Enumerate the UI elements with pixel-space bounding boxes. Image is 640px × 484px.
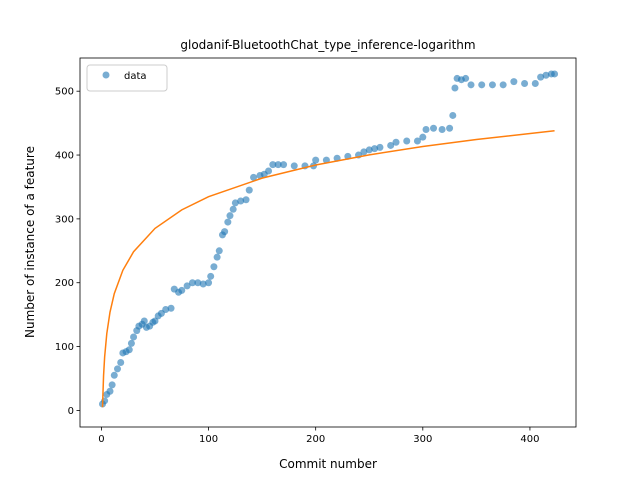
- data-point: [231, 199, 239, 207]
- x-tick-label: 100: [199, 434, 218, 445]
- data-point: [551, 70, 559, 78]
- data-point: [365, 146, 373, 154]
- y-axis-label: Number of instance of a feature: [23, 146, 37, 338]
- data-point: [199, 280, 207, 288]
- legend-box: [86, 64, 168, 92]
- data-point: [360, 148, 368, 156]
- data-point: [207, 272, 215, 280]
- data-point: [510, 78, 518, 86]
- data-point: [413, 137, 421, 145]
- data-point: [151, 317, 159, 325]
- fit-line: [101, 130, 555, 408]
- data-point: [229, 205, 237, 213]
- data-point: [127, 339, 135, 347]
- data-point: [451, 84, 459, 92]
- data-point: [188, 279, 196, 287]
- data-point: [194, 279, 202, 287]
- data-point: [499, 81, 507, 89]
- data-point: [392, 138, 400, 146]
- legend-label: data: [124, 71, 147, 82]
- data-point: [371, 145, 379, 153]
- data-point: [178, 286, 186, 294]
- data-point: [449, 111, 457, 119]
- data-point: [312, 156, 320, 164]
- chart-title: glodanif-BluetoothChat_type_inference-lo…: [180, 38, 475, 52]
- y-tick-label: 200: [55, 278, 74, 289]
- data-point: [224, 218, 232, 226]
- data-point: [117, 359, 125, 367]
- data-point: [419, 133, 427, 141]
- data-point: [269, 161, 277, 169]
- data-point: [438, 126, 446, 134]
- data-point: [537, 73, 545, 81]
- data-point: [125, 346, 133, 354]
- data-point: [446, 124, 454, 132]
- y-tick-label: 500: [55, 87, 74, 98]
- data-point: [274, 161, 282, 169]
- data-point: [167, 304, 175, 312]
- data-point: [462, 74, 470, 82]
- data-point: [210, 263, 218, 271]
- x-tick-label: 200: [306, 434, 325, 445]
- data-point: [478, 81, 486, 89]
- data-point: [430, 124, 438, 132]
- data-point: [183, 282, 191, 290]
- y-tick-label: 0: [68, 406, 74, 417]
- y-tick-label: 400: [55, 151, 74, 162]
- data-point: [376, 143, 384, 151]
- data-point: [387, 141, 395, 149]
- data-point: [467, 81, 475, 89]
- y-tick-label: 100: [55, 342, 74, 353]
- data-point: [226, 212, 234, 220]
- legend-marker: [102, 71, 110, 79]
- x-axis-label: Commit number: [279, 457, 377, 471]
- data-point: [250, 173, 258, 181]
- data-point: [113, 365, 121, 373]
- data-point: [162, 306, 170, 314]
- data-point: [245, 186, 253, 194]
- data-point: [521, 80, 529, 88]
- data-point: [110, 371, 118, 379]
- data-point: [130, 333, 138, 341]
- plot-frame: [79, 57, 577, 428]
- data-point: [488, 81, 496, 89]
- data-point: [237, 197, 245, 205]
- data-point: [280, 161, 288, 169]
- data-point: [531, 80, 539, 88]
- y-tick-label: 300: [55, 214, 74, 225]
- data-point: [108, 381, 116, 389]
- data-point: [290, 162, 298, 170]
- data-point: [140, 317, 148, 325]
- data-point: [403, 137, 411, 145]
- x-tick-label: 400: [520, 434, 539, 445]
- data-point: [265, 167, 273, 175]
- data-point: [106, 387, 114, 395]
- data-point: [215, 247, 223, 255]
- data-point: [221, 228, 229, 236]
- data-point: [213, 253, 221, 261]
- data-point: [205, 279, 213, 287]
- data-point: [242, 196, 250, 204]
- x-tick-label: 0: [98, 434, 104, 445]
- x-tick-label: 300: [413, 434, 432, 445]
- data-point: [422, 126, 430, 134]
- data-point: [542, 71, 550, 79]
